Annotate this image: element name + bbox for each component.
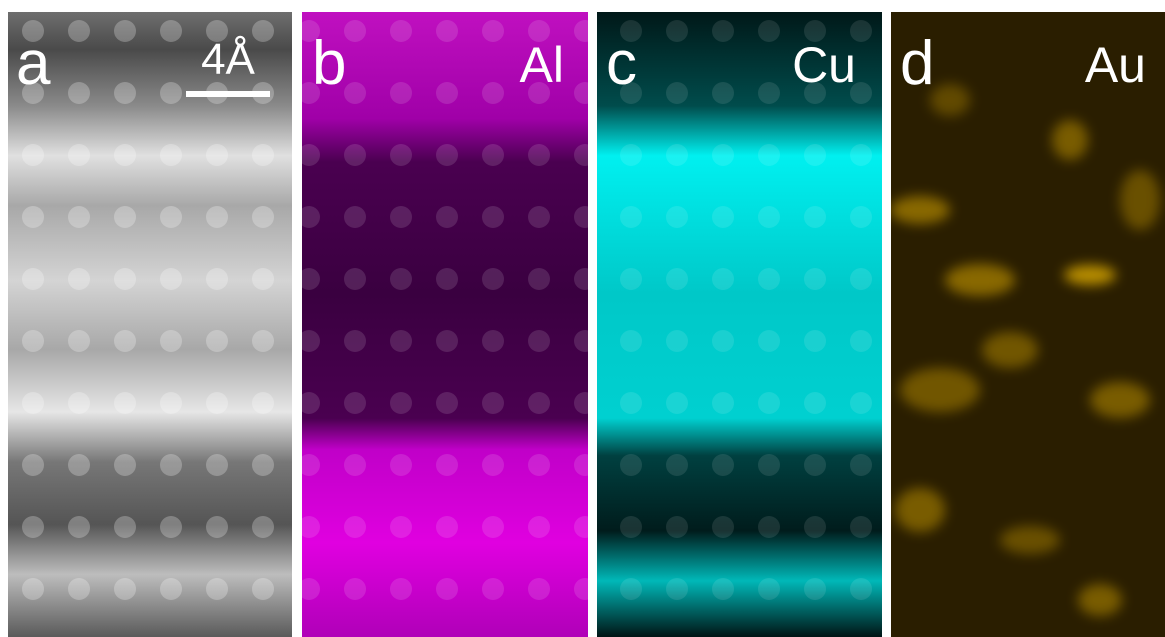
panel-letter: b xyxy=(312,29,346,98)
panel-letter: c xyxy=(606,29,637,98)
panel-d: d Au xyxy=(891,12,1165,637)
element-label: Au xyxy=(1085,37,1146,93)
scale-bar xyxy=(186,91,270,97)
panel-b: b Al xyxy=(302,12,588,637)
panel-letter: d xyxy=(900,29,934,98)
element-label: Cu xyxy=(792,37,856,93)
panel-a: a 4Å xyxy=(8,12,292,637)
scale-bar-label: 4Å xyxy=(201,35,255,84)
panel-letter: a xyxy=(16,29,51,98)
panel-c: c Cu xyxy=(597,12,882,637)
element-label: Al xyxy=(520,37,564,93)
